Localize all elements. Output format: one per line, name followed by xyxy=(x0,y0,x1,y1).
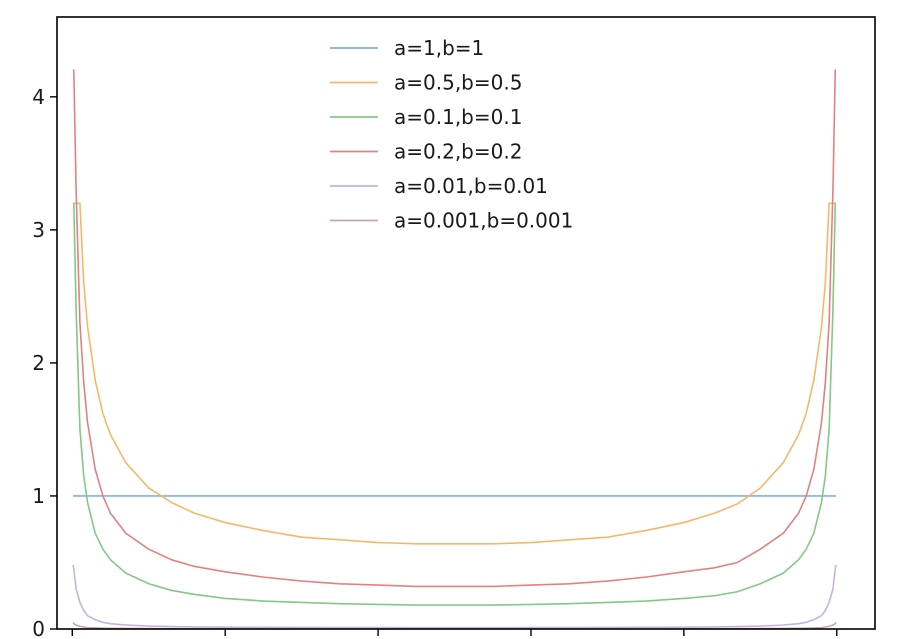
legend-label-4: a=0.01,b=0.01 xyxy=(394,174,548,198)
y-tick-label: 2 xyxy=(32,351,45,375)
plot-area-frame xyxy=(56,16,876,630)
y-tick-label: 3 xyxy=(32,218,45,242)
legend-label-5: a=0.001,b=0.001 xyxy=(394,209,573,233)
legend-label-2: a=0.1,b=0.1 xyxy=(394,105,522,129)
y-tick-label: 0 xyxy=(32,617,45,639)
ticks-layer: 0 1 2 3 4 xyxy=(32,85,838,639)
legend-label-1: a=0.5,b=0.5 xyxy=(394,71,522,95)
series-line-4 xyxy=(72,564,837,629)
y-tick-label: 1 xyxy=(32,484,45,508)
y-tick-label: 4 xyxy=(32,85,45,109)
legend-label-3: a=0.2,b=0.2 xyxy=(394,140,522,164)
series-line-3 xyxy=(73,69,837,588)
legend-label-0: a=1,b=1 xyxy=(394,36,484,60)
legend: a=1,b=1 a=0.5,b=0.5 a=0.1,b=0.1 a=0.2,b=0.2… xyxy=(330,36,573,233)
series-line-2 xyxy=(73,202,837,606)
series-line-1 xyxy=(73,202,837,545)
